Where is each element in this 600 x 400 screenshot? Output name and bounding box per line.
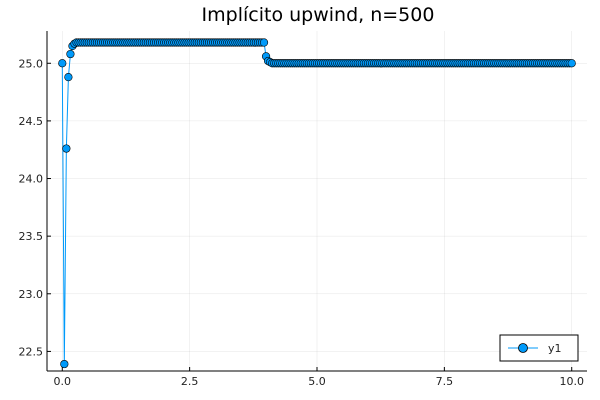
data-point [64, 72, 73, 82]
x-tick-label: 0.0 [54, 375, 72, 388]
data-point [62, 144, 71, 153]
data-point [58, 59, 67, 68]
x-tick-label: 5.0 [308, 375, 326, 388]
tick-labels: 0.0 2.5 5.0 7.5 10.0 22.5 23.0 23.5 24.0 24.5 25.0 [19, 57, 584, 388]
data-point [66, 49, 75, 59]
y-tick-label: 25.0 [19, 57, 44, 70]
legend-marker [518, 343, 528, 353]
legend: y1 [499, 334, 579, 362]
grid [47, 31, 587, 371]
y-tick-label: 23.5 [19, 230, 44, 243]
data-point [60, 359, 69, 369]
y-tick-label: 24.0 [19, 173, 44, 186]
y-tick-label: 22.5 [19, 345, 44, 358]
y-tick-label: 23.0 [19, 288, 44, 301]
chart-title: Implícito upwind, n=500 [202, 4, 435, 26]
data-point [259, 38, 269, 47]
series-y1 [58, 38, 576, 369]
x-tick-label: 10.0 [559, 375, 584, 388]
x-tick-label: 2.5 [181, 375, 199, 388]
data-point [567, 59, 576, 68]
axes [46, 31, 587, 372]
x-tick-label: 7.5 [436, 375, 454, 388]
legend-label-y1: y1 [548, 342, 562, 355]
y-tick-label: 24.5 [19, 115, 44, 128]
